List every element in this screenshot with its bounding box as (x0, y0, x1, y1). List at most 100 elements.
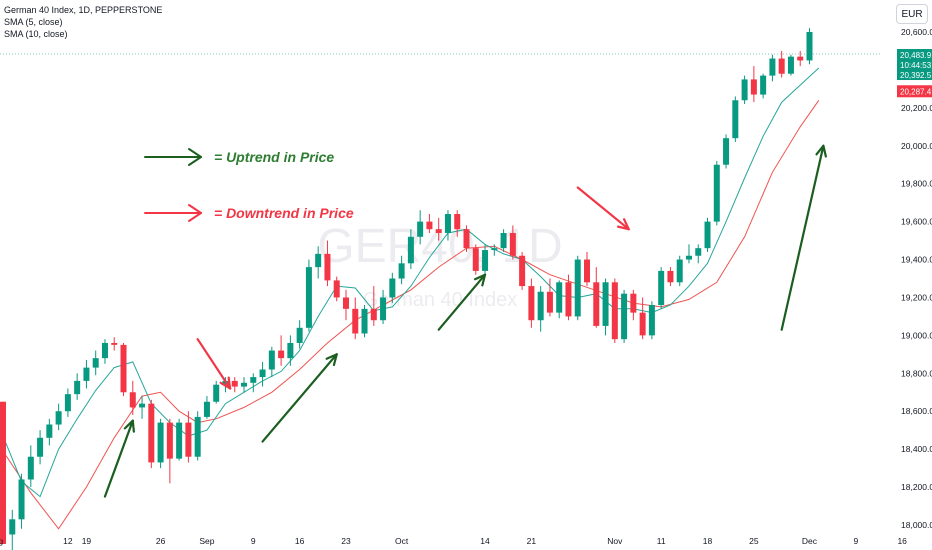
candle-body (806, 32, 813, 61)
candle-body (723, 138, 730, 165)
candle-body (704, 221, 711, 249)
y-tick-label: 18,200.0 (901, 482, 932, 492)
price-tag-bg (897, 85, 932, 98)
x-tick-label: 16 (897, 536, 907, 546)
candle-body (574, 259, 581, 317)
uptrend-arrow-head (332, 353, 338, 367)
x-tick-label: Dec (802, 536, 818, 546)
candle-body (611, 282, 618, 340)
candle-body (667, 270, 674, 283)
downtrend-arrow-head (622, 218, 630, 231)
candle-body (370, 308, 377, 321)
candle-body (482, 250, 489, 271)
candle-body (342, 297, 349, 309)
price-tag: 20,483.9 (900, 51, 932, 60)
candle-body (778, 58, 785, 74)
candle-body (556, 282, 563, 313)
currency-button[interactable]: EUR (896, 4, 928, 24)
candle-body (389, 278, 396, 298)
uptrend-arrow (103, 419, 134, 498)
candle-body (324, 253, 331, 281)
candle-body (630, 293, 637, 313)
downtrend-arrow-head (219, 381, 232, 390)
candle-body (658, 270, 665, 306)
symbol-title[interactable]: German 40 Index, 1D, PEPPERSTONE (4, 5, 163, 15)
candle-body (491, 248, 498, 251)
x-tick-label: 18 (703, 536, 713, 546)
candle-body (139, 403, 146, 408)
candle-body (231, 380, 238, 387)
price-axis (880, 0, 932, 550)
candle-body (185, 422, 192, 457)
candle-body (213, 384, 220, 402)
candle-body (648, 305, 655, 336)
candle-body (500, 232, 507, 249)
x-tick-label: 11 (657, 536, 666, 546)
price-tag-bg (897, 49, 932, 61)
candle-body (305, 267, 312, 328)
x-tick-label: Oct (395, 536, 409, 546)
y-tick-label: 19,000.0 (901, 330, 932, 340)
sma5-legend[interactable]: SMA (5, close) (4, 17, 63, 27)
candle-body (333, 280, 340, 298)
candle-body (639, 312, 646, 336)
candle-body (713, 164, 720, 222)
candle-body (166, 422, 173, 459)
candle-body (398, 263, 405, 279)
candle-body (444, 214, 451, 233)
candle-body (0, 401, 6, 544)
candle-body (685, 255, 692, 260)
downtrend-arrow-head (227, 376, 232, 390)
y-tick-label: 18,600.0 (901, 406, 932, 416)
y-tick-label: 19,600.0 (901, 217, 932, 227)
candle-body (83, 367, 90, 381)
uptrend-arrow (780, 144, 825, 331)
candle-body (546, 291, 553, 313)
y-tick-label: 20,600.0 (901, 27, 932, 37)
plot-area (0, 0, 880, 550)
candle-body (797, 56, 804, 61)
downtrend-arrow (576, 186, 630, 231)
candle-body (101, 342, 108, 359)
candle-body (9, 519, 16, 535)
candle-body (417, 221, 424, 237)
price-tag: 20,392.5 (900, 71, 932, 80)
y-tick-label: 18,400.0 (901, 444, 932, 454)
candle-body (565, 282, 572, 317)
candle-body (278, 350, 285, 359)
x-tick-label: 12 (63, 536, 73, 546)
candle-body (55, 411, 62, 425)
candle-body (435, 229, 442, 233)
legend-downtrend-arrow-head (188, 204, 202, 214)
candle-body (528, 286, 535, 321)
sma10-legend[interactable]: SMA (10, close) (4, 29, 68, 39)
candle-body (407, 236, 414, 264)
candle-body (194, 416, 201, 457)
downtrend-arrow-head (616, 225, 630, 231)
candle-body (676, 259, 683, 283)
legend-downtrend-arrow-head (188, 212, 202, 222)
candle-body (741, 79, 748, 101)
legend-uptrend-arrow-head (188, 148, 202, 158)
candle-body (315, 253, 322, 268)
candle-body (787, 56, 794, 74)
candle-body (74, 380, 81, 395)
candle-body (111, 342, 118, 345)
candle-body (259, 369, 266, 378)
x-tick-label: 25 (749, 536, 759, 546)
candle-body (37, 437, 44, 457)
candle-body (120, 344, 127, 393)
y-tick-label: 18,800.0 (901, 368, 932, 378)
candle-body (769, 58, 776, 76)
candle-body (463, 229, 470, 249)
candle-body (732, 100, 739, 139)
uptrend-label: = Uptrend in Price (214, 149, 334, 165)
candle-body (519, 255, 526, 287)
candle-body (287, 342, 294, 359)
uptrend-arrow-head (325, 353, 338, 360)
uptrend-arrow-head (481, 273, 487, 287)
candle-body (584, 259, 591, 283)
candle-body (27, 456, 34, 480)
